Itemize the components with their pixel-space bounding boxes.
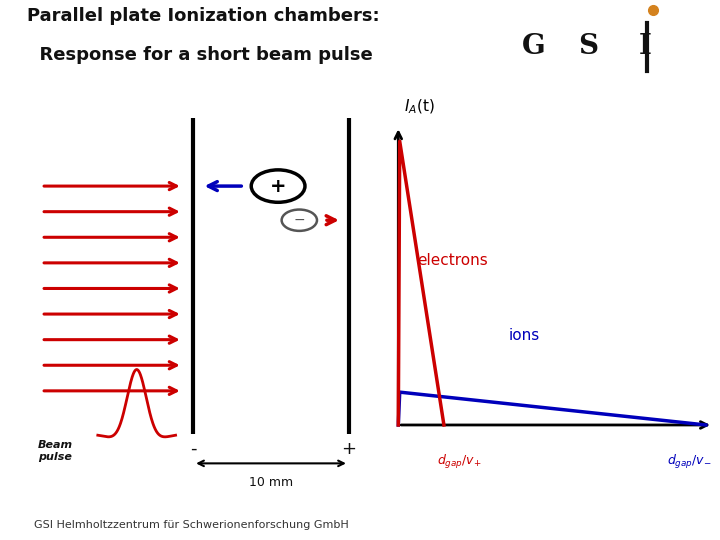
Text: G: G [522, 32, 546, 59]
Text: 10 mm: 10 mm [249, 476, 293, 489]
Circle shape [282, 210, 317, 231]
Text: Beam
pulse: Beam pulse [38, 440, 73, 462]
Text: $d_{gap}/v_{+}$: $d_{gap}/v_{+}$ [437, 453, 482, 471]
Text: Response for a short beam pulse: Response for a short beam pulse [27, 46, 373, 64]
Text: I: I [639, 32, 652, 59]
Text: −: − [294, 213, 305, 227]
Text: $t$: $t$ [719, 417, 720, 433]
Circle shape [251, 170, 305, 202]
Text: S: S [579, 32, 598, 59]
Text: GSI Helmholtzzentrum für Schwerionenforschung GmbH: GSI Helmholtzzentrum für Schwerionenfors… [34, 520, 349, 530]
Text: electrons: electrons [417, 253, 488, 268]
Text: +: + [270, 177, 287, 195]
Text: +: + [341, 440, 356, 458]
Text: -: - [190, 440, 197, 458]
Text: $d_{gap}/v_{-}$: $d_{gap}/v_{-}$ [667, 453, 711, 471]
Text: Parallel plate Ionization chambers:: Parallel plate Ionization chambers: [27, 6, 379, 25]
Text: ions: ions [508, 328, 540, 343]
Text: $I_A$(t): $I_A$(t) [404, 97, 435, 116]
